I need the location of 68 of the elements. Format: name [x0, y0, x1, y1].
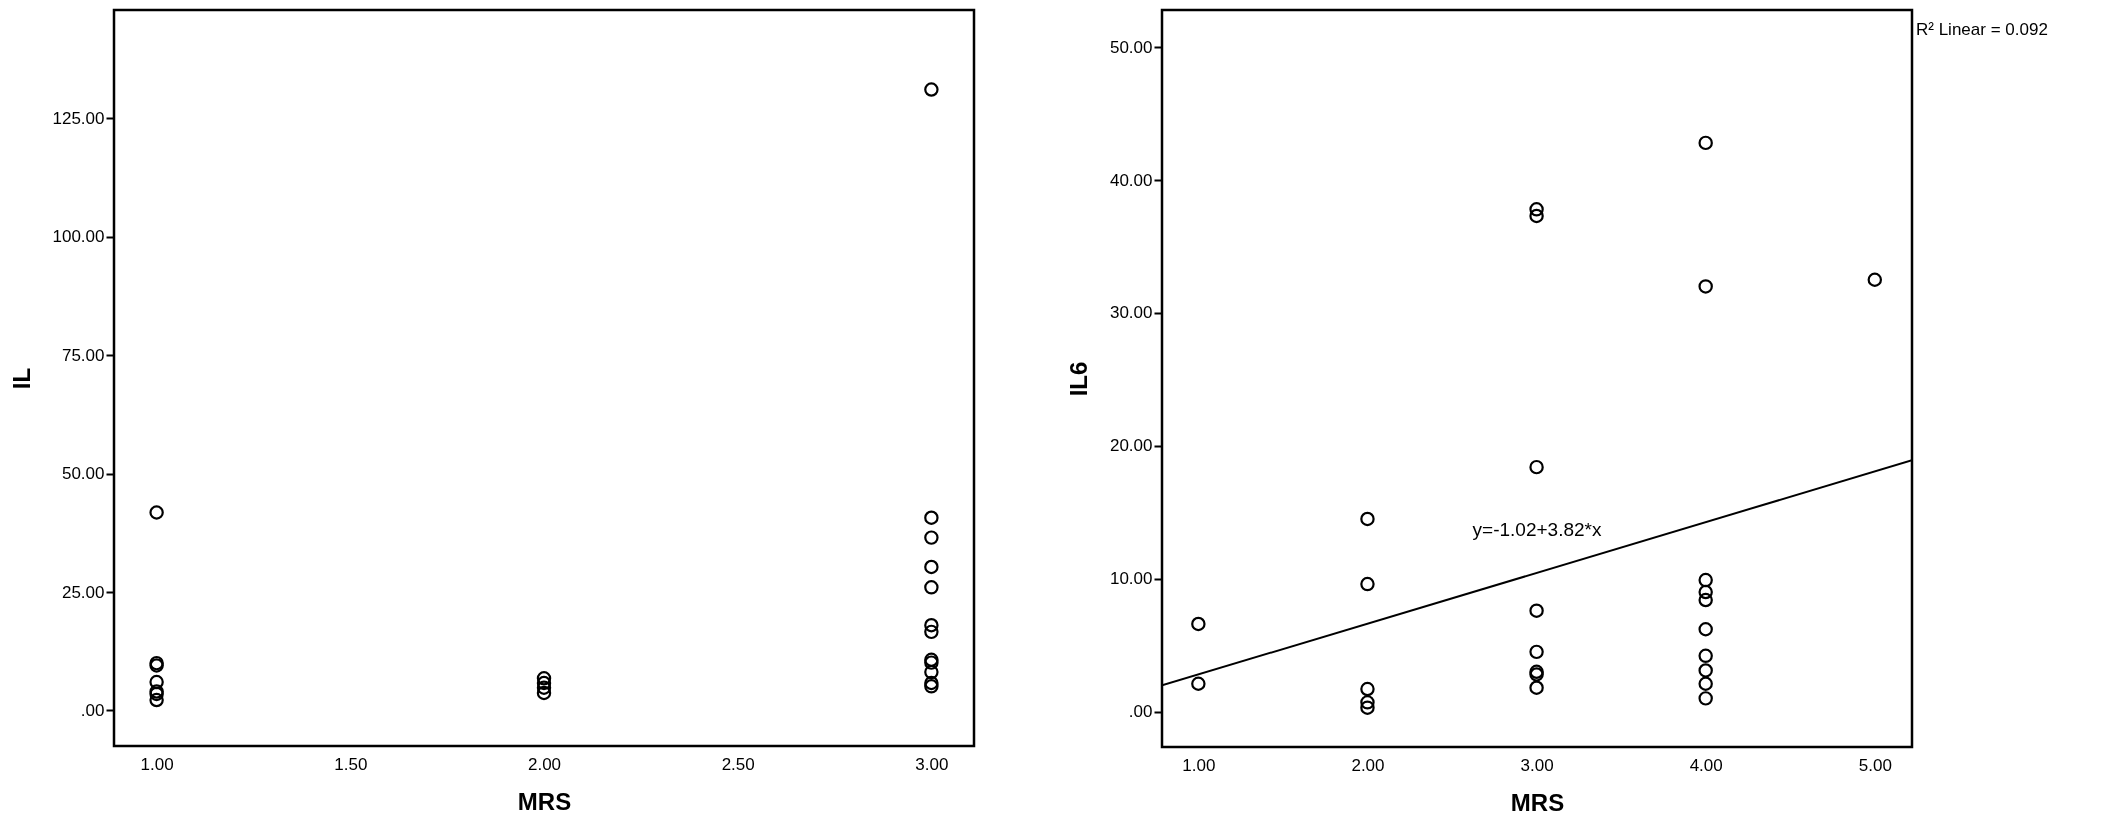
- point: [1360, 576, 1375, 592]
- point: [1698, 676, 1713, 691]
- point: [1698, 622, 1713, 637]
- point: [149, 692, 164, 708]
- y-tick-label: .00: [1128, 702, 1153, 722]
- point: [1698, 584, 1713, 600]
- y-tick-label: 50.00: [1109, 37, 1153, 57]
- y-tick-label: 25.00: [61, 582, 105, 602]
- point: [149, 505, 164, 520]
- x-axis-title: MRS: [1510, 788, 1565, 816]
- y-tick-label: 100.00: [52, 227, 105, 247]
- point: [1529, 644, 1544, 660]
- point: [1360, 695, 1375, 710]
- point: [1698, 663, 1713, 678]
- x-tick-label: 1.50: [334, 754, 368, 774]
- x-tick-label: 3.00: [1520, 755, 1554, 775]
- point: [1698, 592, 1713, 608]
- point: [924, 82, 939, 97]
- point: [1698, 279, 1713, 294]
- point: [1867, 272, 1883, 287]
- point: [1360, 511, 1375, 527]
- point: [924, 664, 939, 680]
- point: [1191, 616, 1206, 632]
- y-tick-label: 30.00: [1109, 303, 1153, 323]
- point: [1360, 700, 1375, 715]
- x-tick-label: 1.00: [1182, 755, 1216, 775]
- y-tick-label: 50.00: [61, 464, 105, 484]
- x-tick-label: 4.00: [1689, 755, 1723, 775]
- x-tick-label: 5.00: [1858, 755, 1892, 775]
- y-axis-title: IL: [7, 367, 35, 390]
- y-tick-label: 40.00: [1109, 170, 1153, 190]
- point: [1529, 202, 1544, 217]
- point: [1529, 459, 1544, 475]
- point: [536, 671, 552, 686]
- point: [924, 530, 939, 545]
- point: [1529, 208, 1544, 224]
- y-tick-label: .00: [80, 700, 105, 720]
- point: [924, 675, 939, 691]
- y-tick-label: 125.00: [52, 108, 105, 128]
- point: [924, 679, 939, 694]
- x-tick-label: 2.50: [721, 754, 755, 774]
- point: [1698, 572, 1713, 588]
- point: [1529, 603, 1544, 618]
- x-axis-title: MRS: [517, 787, 572, 815]
- point: [536, 675, 552, 691]
- point: [924, 618, 939, 633]
- x-tick-label: 1.00: [140, 754, 174, 774]
- point: [924, 624, 939, 640]
- point: [1360, 681, 1375, 697]
- x-tick-label: 3.00: [915, 754, 949, 774]
- y-tick-label: 75.00: [61, 345, 105, 365]
- point: [536, 680, 552, 695]
- point: [1191, 676, 1206, 691]
- point: [536, 685, 552, 701]
- y-axis-title: IL6: [1064, 361, 1092, 397]
- x-tick-label: 2.00: [527, 754, 562, 774]
- text: R² Linear = 0.092: [1916, 20, 2048, 39]
- y-tick-label: 10.00: [1109, 569, 1153, 589]
- y-tick-label: 20.00: [1109, 436, 1153, 456]
- point: [1529, 680, 1544, 695]
- point: [1698, 648, 1713, 664]
- point: [924, 510, 939, 525]
- point: [924, 580, 939, 595]
- annotation: y=-1.02+3.82*x: [1472, 518, 1602, 540]
- point: [924, 559, 939, 575]
- point: [1698, 135, 1713, 151]
- x-tick-label: 2.00: [1351, 755, 1385, 775]
- point: [1698, 691, 1713, 706]
